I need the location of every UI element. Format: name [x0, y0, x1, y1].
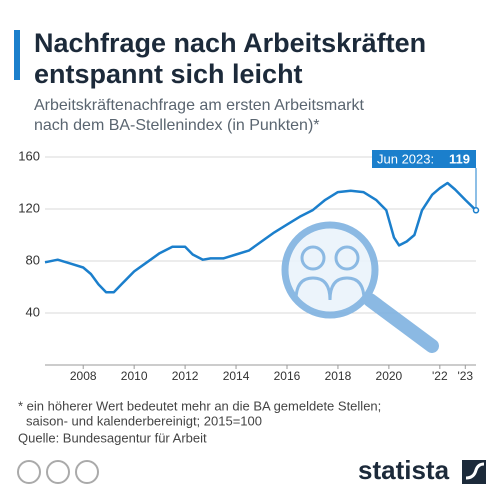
- footnote: * ein höherer Wert bedeutet mehr an die …: [18, 398, 381, 413]
- x-tick-label: 2012: [172, 369, 199, 383]
- brand-mark-wave: [465, 462, 485, 480]
- footnote: saison- und kalenderbereinigt; 2015=100: [26, 413, 262, 428]
- license-icons: [17, 460, 99, 484]
- y-tick-label: 40: [26, 304, 40, 319]
- chart-subtitle: Arbeitskräftenachfrage am ersten Arbeits…: [34, 97, 364, 114]
- chart-title: Nachfrage nach Arbeitskräften: [34, 28, 426, 58]
- y-tick-label: 120: [18, 200, 40, 215]
- annotation-label: Jun 2023:: [377, 151, 434, 166]
- data-line: [44, 181, 477, 294]
- title-accent: [14, 30, 20, 80]
- x-tick-label: '22: [432, 369, 448, 383]
- x-tick-label: 2016: [274, 369, 301, 383]
- plot-area: 40 80 120 160 2008 2010 2012 2014 2016 2018 2020 '2…: [18, 148, 480, 383]
- annotation-value: 119: [449, 151, 470, 166]
- x-tick-label: 2010: [121, 369, 148, 383]
- chart-subtitle: nach dem BA-Stellenindex (in Punkten)*: [34, 117, 320, 134]
- x-tick-label: 2020: [376, 369, 403, 383]
- magnifier-icon: [281, 221, 439, 353]
- x-tick-label: 2014: [223, 369, 250, 383]
- x-tick-label: 2008: [70, 369, 97, 383]
- chart-title: entspannt sich leicht: [34, 59, 303, 89]
- source: Quelle: Bundesagentur für Arbeit: [18, 430, 207, 445]
- brand-logo: statista: [358, 455, 450, 485]
- x-tick-label: '23: [457, 369, 473, 383]
- y-tick-label: 160: [18, 148, 40, 163]
- x-tick-label: 2018: [325, 369, 352, 383]
- end-point: [472, 207, 480, 214]
- annotation-box: [372, 150, 476, 168]
- y-tick-label: 80: [26, 252, 40, 267]
